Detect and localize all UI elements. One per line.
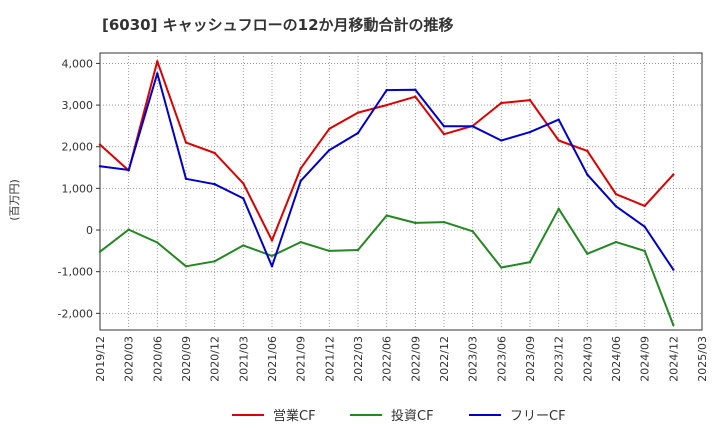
- data-point: [127, 228, 130, 231]
- y-tick-label: 1,000: [62, 182, 94, 195]
- y-tick-label: -2,000: [58, 307, 93, 320]
- x-tick-label: 2022/06: [381, 336, 394, 382]
- x-tick-label: 2020/09: [180, 336, 193, 382]
- data-point: [98, 143, 102, 146]
- y-tick-label: 0: [86, 224, 93, 237]
- legend: 営業CF 投資CF フリーCF: [232, 408, 566, 424]
- data-point: [213, 260, 216, 263]
- data-point: [500, 266, 503, 269]
- data-point: [500, 101, 503, 105]
- x-tick-label: 2020/12: [209, 336, 222, 382]
- data-point: [414, 221, 417, 225]
- data-point: [299, 167, 302, 170]
- data-point: [471, 125, 474, 128]
- data-point: [614, 240, 618, 244]
- x-tick-label: 2021/09: [295, 336, 308, 382]
- x-tick-label: 2023/03: [467, 336, 480, 382]
- data-point: [270, 239, 274, 242]
- data-point: [270, 265, 274, 268]
- y-axis-label: (百万円): [8, 179, 21, 221]
- x-tick-label: 2021/12: [323, 336, 336, 382]
- x-tick-label: 2024/03: [581, 336, 594, 382]
- data-point: [270, 254, 274, 258]
- data-point: [356, 248, 360, 252]
- data-point: [328, 127, 331, 131]
- data-point: [184, 177, 188, 180]
- data-point: [528, 98, 532, 102]
- data-point: [586, 149, 589, 153]
- data-point: [643, 225, 646, 228]
- data-point: [156, 72, 159, 75]
- data-point: [557, 207, 560, 210]
- data-point: [242, 244, 245, 247]
- data-point: [586, 252, 589, 255]
- y-tick-label: 2,000: [62, 141, 94, 154]
- data-point: [242, 182, 245, 185]
- data-point: [528, 130, 532, 134]
- x-tick-label: 2021/03: [237, 336, 250, 382]
- data-point: [528, 260, 532, 264]
- data-point: [213, 151, 216, 155]
- data-point: [442, 133, 446, 136]
- data-point: [672, 268, 675, 271]
- data-point: [385, 214, 388, 217]
- data-point: [643, 249, 646, 253]
- legend-label: 営業CF: [273, 408, 316, 424]
- x-tick-label: 2024/09: [639, 336, 652, 382]
- data-point: [442, 125, 446, 128]
- plot-frame: [99, 52, 703, 331]
- data-point: [471, 230, 474, 233]
- x-tick-label: 2020/06: [151, 336, 164, 382]
- data-point: [98, 250, 102, 253]
- data-point: [586, 173, 589, 176]
- data-point: [672, 323, 675, 327]
- data-point: [184, 265, 188, 268]
- data-point: [643, 204, 646, 208]
- data-point: [672, 173, 675, 176]
- y-tick-label: 4,000: [62, 57, 94, 70]
- x-tick-label: 2022/09: [409, 336, 422, 382]
- y-tick-label: 3,000: [62, 99, 94, 112]
- data-point: [213, 183, 216, 186]
- data-point: [356, 111, 360, 114]
- data-point: [98, 165, 102, 168]
- legend-label: 投資CF: [391, 408, 434, 424]
- data-point: [442, 220, 446, 224]
- x-tick-label: 2022/12: [438, 336, 451, 382]
- data-point: [156, 241, 159, 244]
- x-tick-label: 2023/06: [495, 336, 508, 382]
- x-tick-label: 2024/06: [610, 336, 623, 382]
- data-point: [328, 249, 331, 253]
- data-point: [557, 139, 560, 142]
- data-point: [614, 193, 618, 196]
- data-point: [156, 60, 159, 63]
- data-point: [385, 88, 388, 92]
- legend-label: フリーCF: [510, 409, 566, 424]
- data-point: [414, 88, 417, 91]
- x-tick-label: 2020/03: [123, 336, 136, 382]
- data-point: [299, 240, 302, 244]
- data-point: [356, 131, 360, 135]
- data-point: [614, 205, 618, 208]
- data-point: [242, 197, 245, 200]
- data-point: [500, 139, 503, 142]
- y-tick-label: -1,000: [58, 266, 93, 279]
- data-point: [328, 148, 331, 152]
- chart-title: [6030] キャッシュフローの12か月移動合計の推移: [102, 16, 454, 34]
- data-point: [184, 141, 188, 144]
- x-tick-label: 2022/03: [352, 336, 365, 382]
- data-point: [385, 103, 388, 107]
- x-tick-label: 2019/12: [94, 336, 107, 382]
- data-point: [414, 95, 417, 98]
- data-point: [127, 168, 130, 172]
- x-tick-label: 2023/09: [524, 336, 537, 382]
- x-tick-label: 2023/12: [553, 336, 566, 382]
- data-point: [299, 179, 302, 183]
- x-tick-label: 2021/06: [266, 336, 279, 382]
- x-tick-label: 2024/12: [667, 336, 680, 382]
- data-point: [557, 118, 560, 121]
- x-tick-label: 2025/03: [696, 336, 709, 382]
- plot-area: 2019/12 2020/03 2020/06 2020/09 2020/12 2021/…: [58, 52, 709, 382]
